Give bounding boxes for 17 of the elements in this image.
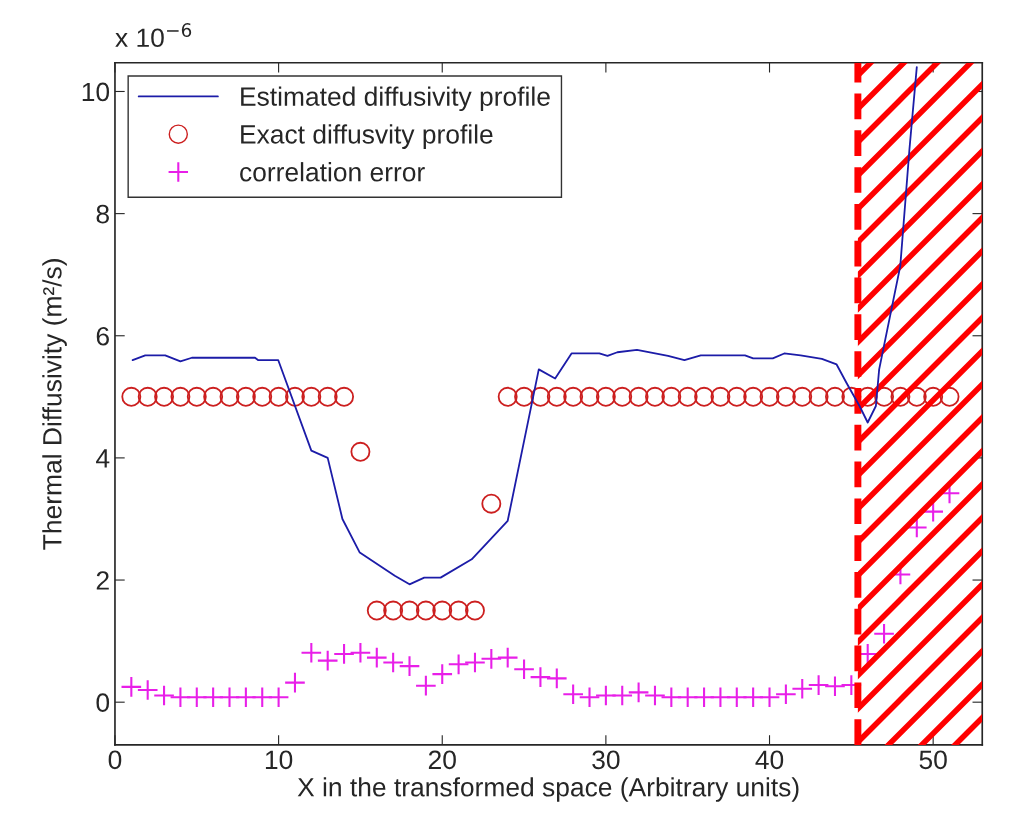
- y-axis-title: Thermal Diffusivity (m²/s): [42, 259, 67, 550]
- y-tick-label: 0: [96, 693, 110, 712]
- x-tick-label: 40: [755, 750, 784, 770]
- x-tick-label: 10: [265, 750, 293, 770]
- legend-label: correlation error: [240, 162, 425, 182]
- y-tick-label: 6: [96, 326, 109, 346]
- x-tick-label: 30: [592, 750, 620, 770]
- x-axis-title: X in the transformed space (Arbitrary units): [297, 777, 799, 802]
- legend-label: Exact diffusvity profile: [241, 124, 493, 149]
- y-tick-label: 10: [82, 82, 110, 102]
- x-tick-label: 50: [919, 750, 947, 770]
- y-tick-label: 2: [96, 571, 109, 590]
- y-tick-label: 4: [96, 449, 110, 468]
- legend-label: Estimated diffusivity profile: [241, 86, 550, 112]
- text: x 10$^{−6}$: [115, 23, 192, 48]
- x-tick-label: 20: [428, 750, 456, 770]
- y-tick-label: 8: [96, 204, 109, 224]
